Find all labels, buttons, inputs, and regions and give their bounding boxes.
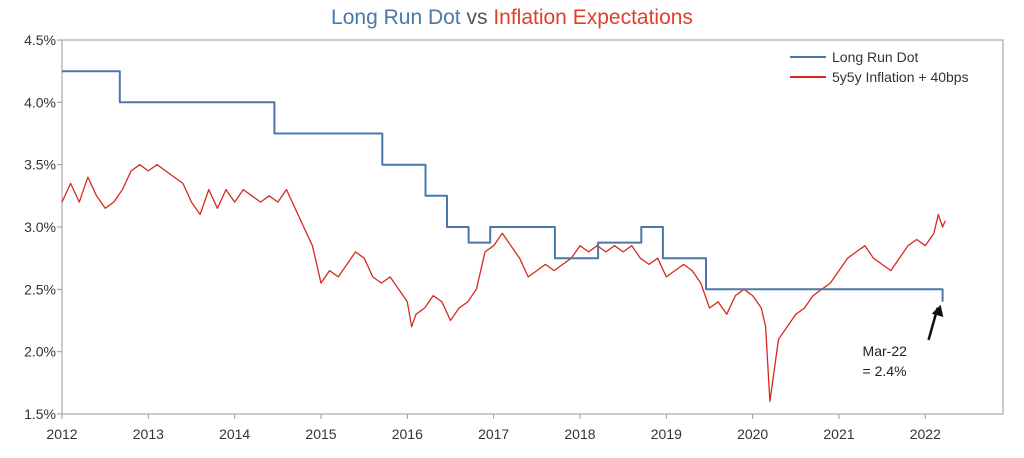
legend-label: Long Run Dot: [832, 49, 919, 65]
y-tick-label: 1.5%: [24, 406, 56, 422]
title-part-inflation: Inflation Expectations: [493, 6, 693, 29]
axes: 1.5% 2.0% 2.5% 3.0% 3.5% 4.0% 4.5% 2012 2013 2014…: [24, 32, 1004, 442]
x-tick-label: 2016: [392, 426, 423, 442]
x-tick-label: 2013: [133, 426, 164, 442]
y-tick-label: 4.0%: [24, 94, 56, 110]
series-layer: [61, 70, 946, 403]
x-tick-label: 2022: [910, 426, 941, 442]
x-tick-label: 2018: [564, 426, 595, 442]
legend-label: 5y5y Inflation + 40bps: [832, 69, 969, 85]
x-tick-label: 2012: [46, 426, 77, 442]
y-tick-label: 2.5%: [24, 281, 56, 297]
x-tick-label: 2014: [219, 426, 250, 442]
x-tick-label: 2020: [737, 426, 768, 442]
x-tick-label: 2019: [651, 426, 682, 442]
legend: Long Run Dot 5y5y Inflation + 40bps: [790, 49, 969, 85]
annotation: Mar-22 = 2.4%: [863, 304, 944, 379]
annotation-arrow-head: [931, 304, 944, 318]
title-part-vs: vs: [460, 6, 494, 29]
x-tick-label: 2017: [478, 426, 509, 442]
series-long-run-dot-line: [62, 70, 944, 302]
x-tick-label: 2021: [823, 426, 854, 442]
x-tick-label: 2015: [305, 426, 336, 442]
y-tick-label: 2.0%: [24, 344, 56, 360]
chart-title: Long Run Dot vs Inflation Expectations: [0, 6, 1024, 30]
y-tick-label: 4.5%: [24, 32, 56, 48]
annotation-text-line: Mar-22: [863, 343, 908, 359]
y-tick-label: 3.5%: [24, 157, 56, 173]
y-tick-label: 3.0%: [24, 219, 56, 235]
series-inflation-line: [61, 164, 946, 403]
title-part-long-run-dot: Long Run Dot: [331, 6, 461, 29]
annotation-text-line: = 2.4%: [863, 363, 907, 379]
